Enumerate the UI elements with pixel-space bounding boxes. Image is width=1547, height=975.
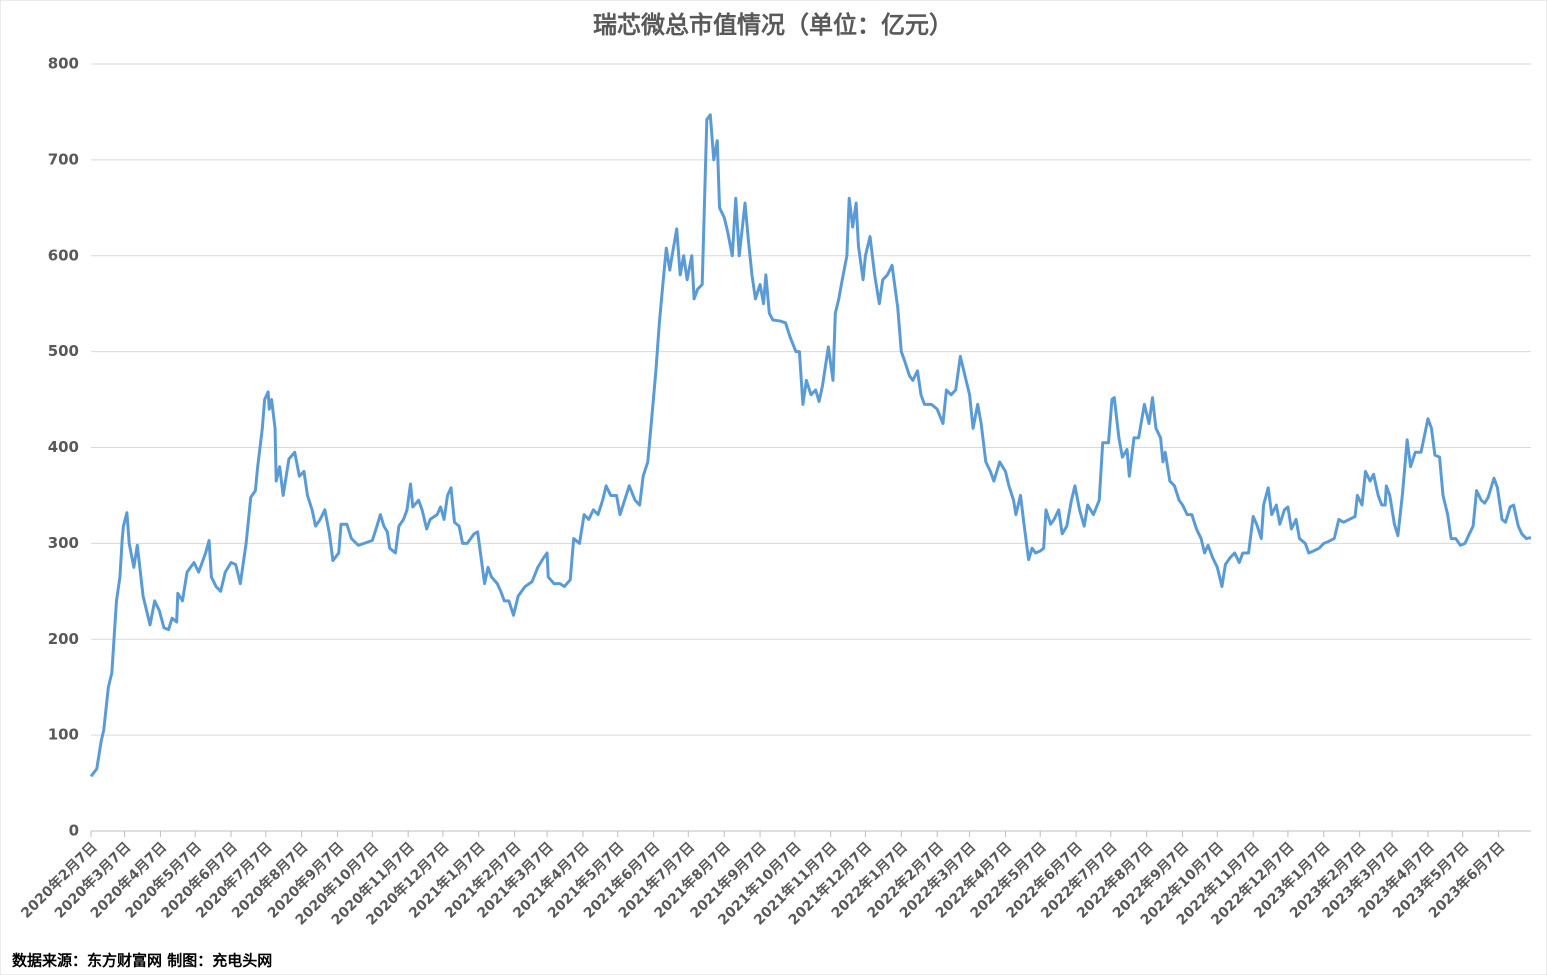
data-line: [89, 113, 1532, 778]
y-tick-label: 700: [48, 150, 79, 168]
y-tick-label: 500: [48, 342, 79, 360]
chart-title: 瑞芯微总市值情况（单位：亿元）: [593, 11, 953, 39]
y-tick-label: 0: [69, 822, 79, 840]
y-tick-label: 400: [48, 438, 79, 456]
y-tick-label: 800: [48, 55, 79, 73]
y-tick-label: 600: [48, 246, 79, 264]
y-tick-label: 300: [48, 534, 79, 552]
y-tick-label: 100: [48, 726, 79, 744]
y-tick-label: 200: [48, 630, 79, 648]
source-note: 数据来源：东方财富网 制图：充电头网: [12, 952, 272, 970]
